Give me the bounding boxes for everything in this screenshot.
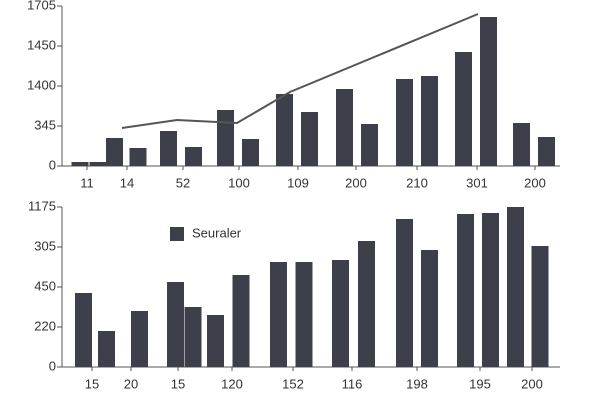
bar (89, 162, 107, 166)
bar (232, 275, 250, 367)
bar (332, 260, 349, 367)
bar (455, 52, 472, 166)
y-tick-label: 450 (34, 278, 56, 293)
x-tick-label: 52 (176, 175, 190, 190)
y-tick-label: 0 (49, 157, 56, 172)
bar (421, 250, 438, 367)
bar (421, 76, 438, 166)
bar (396, 219, 413, 367)
bar (106, 138, 123, 166)
legend-label: Seuraler (192, 225, 242, 240)
x-tick-label: 100 (228, 175, 250, 190)
y-tick-label: 305 (34, 238, 56, 253)
bar (276, 94, 293, 166)
bar (185, 147, 202, 166)
bar (538, 137, 555, 166)
bar (482, 213, 499, 367)
bar (129, 148, 147, 166)
bar (207, 315, 224, 367)
x-tick-label: 152 (282, 376, 304, 391)
y-tick-label: 345 (34, 117, 56, 132)
x-tick-label: 109 (287, 175, 309, 190)
bar (507, 207, 524, 367)
line (121, 13, 479, 129)
x-tick-label: 198 (406, 376, 428, 391)
x-tick-label: 120 (221, 376, 243, 391)
bar (531, 246, 549, 367)
x-tick-label: 200 (521, 376, 543, 391)
y-tick-label: 1175 (28, 198, 56, 213)
bar (336, 89, 353, 166)
x-tick-label: 20 (124, 376, 138, 391)
bar (396, 79, 413, 166)
bar (131, 311, 148, 367)
x-tick-label: 15 (171, 376, 185, 391)
bar (160, 131, 177, 166)
bar (358, 241, 375, 367)
bar (98, 331, 115, 367)
x-tick-label: 210 (406, 175, 428, 190)
x-tick-label: 15 (85, 376, 99, 391)
bar (242, 139, 259, 166)
bar (167, 282, 184, 367)
bar (457, 214, 474, 367)
y-tick-label: 220 (34, 318, 56, 333)
x-tick-label: 116 (342, 376, 363, 391)
bar (513, 123, 530, 166)
bar (71, 162, 89, 166)
legend-swatch (170, 227, 184, 241)
x-tick-label: 301 (466, 175, 488, 190)
x-tick-label: 14 (120, 175, 134, 190)
bar (480, 17, 497, 166)
bar (217, 110, 234, 166)
bar (301, 112, 318, 166)
y-tick-label: 1400 (27, 77, 56, 92)
x-tick-label: 11 (80, 175, 94, 190)
y-tick-label: 1450 (27, 37, 56, 52)
x-tick-label: 200 (524, 175, 546, 190)
bar (270, 262, 287, 367)
x-tick-label: 200 (345, 175, 367, 190)
bar (295, 262, 313, 367)
bar (361, 124, 378, 166)
y-tick-label: 1705 (27, 0, 56, 12)
bar (184, 307, 202, 367)
y-tick-label: 0 (49, 358, 56, 373)
x-tick-label: 195 (469, 376, 491, 391)
bar (75, 293, 92, 367)
